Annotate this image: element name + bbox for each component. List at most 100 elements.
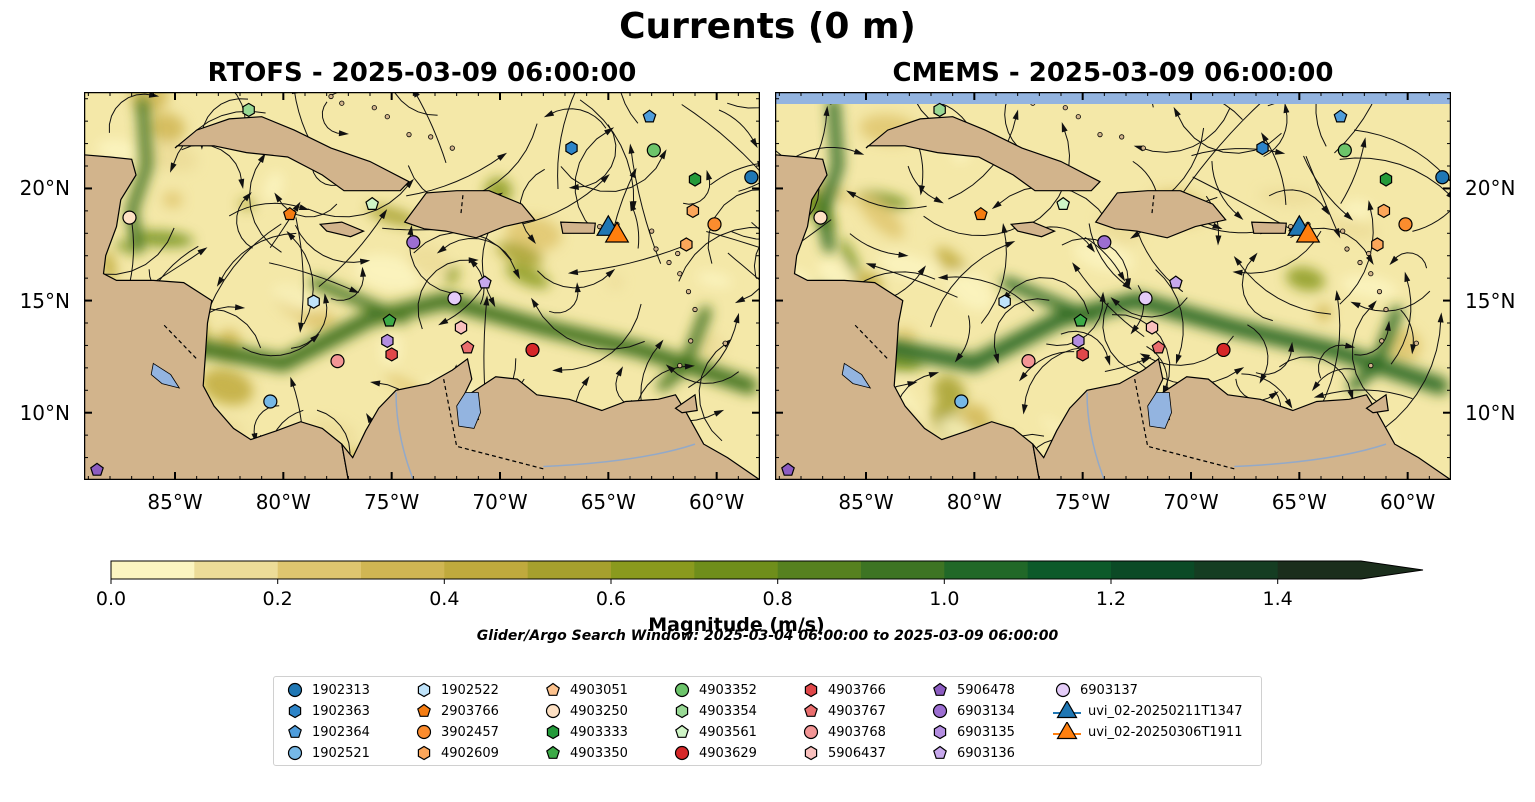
float-marker-4903333 — [1379, 172, 1393, 187]
colorbar-tick-label: 0.8 — [762, 588, 793, 610]
float-marker-6903135 — [381, 333, 394, 349]
legend-item: 4903767 — [800, 701, 886, 721]
legend-item: 3902457 — [413, 722, 499, 742]
legend-item: 4903350 — [542, 743, 628, 763]
colorbar-segment — [194, 561, 279, 579]
legend-label: 4903333 — [570, 724, 628, 740]
float-marker-4903561 — [1056, 196, 1071, 211]
float-marker-2903766 — [282, 206, 297, 221]
legend-item: 4903561 — [671, 722, 757, 742]
float-marker-4903250 — [813, 210, 828, 225]
legend-label: 6903135 — [957, 724, 1015, 740]
float-marker-1902521 — [263, 394, 278, 409]
lon-tick-label: 60°W — [689, 490, 745, 514]
lon-tick-label: 80°W — [946, 490, 1002, 514]
float-marker-4903766 — [1076, 347, 1089, 362]
legend-label: 4903767 — [828, 703, 886, 719]
colorbar-label: Magnitude (m/s) — [648, 614, 825, 636]
legend-label: 4903051 — [570, 682, 628, 698]
land-southAm — [1032, 357, 1451, 480]
legend-item: 4903250 — [542, 701, 628, 721]
legend-item: 6903136 — [929, 743, 1015, 763]
lon-tick-label: 60°W — [1380, 490, 1436, 514]
legend-label: 4903629 — [699, 745, 757, 761]
legend-item: 4903352 — [671, 680, 757, 700]
legend-label: 1902313 — [312, 682, 370, 698]
float-marker-icon — [674, 682, 690, 698]
legend-label: 4903561 — [699, 724, 757, 740]
lon-tick-label: 75°W — [364, 490, 420, 514]
float-marker-6903137 — [447, 291, 462, 306]
lon-tick-label: 70°W — [472, 490, 528, 514]
float-marker-4902609 — [680, 237, 693, 252]
legend-item: 1902363 — [284, 701, 370, 721]
legend-item: 4902609 — [413, 743, 499, 763]
legend-item: 6903134 — [929, 701, 1015, 721]
lon-tick-label: 85°W — [838, 490, 894, 514]
legend-label: uvi_02-20250211T1347 — [1088, 703, 1243, 719]
float-marker-icon — [288, 724, 302, 738]
colorbar-segment — [1277, 561, 1362, 579]
legend-label: 6903137 — [1080, 682, 1138, 698]
legend-item: uvi_02-20250211T1347 — [1052, 701, 1242, 721]
float-marker-1902522 — [998, 294, 1011, 309]
float-marker-4903767 — [460, 340, 475, 354]
colorbar — [110, 560, 1424, 584]
float-marker-1902522 — [307, 294, 320, 309]
float-marker-6903134 — [1097, 235, 1112, 250]
colorbar-segment — [861, 561, 945, 579]
lon-tick-label: 85°W — [147, 490, 203, 514]
float-marker-6903136 — [477, 275, 492, 289]
legend-item: 4903629 — [671, 743, 757, 763]
float-marker-5906478 — [781, 462, 795, 476]
legend-item: 5906437 — [800, 743, 886, 763]
legend-item: 4903768 — [800, 722, 886, 742]
cmems-map[interactable] — [775, 92, 1451, 480]
float-marker-icon — [933, 724, 947, 740]
float-marker-4903352 — [646, 143, 661, 158]
land-cuba — [174, 116, 410, 192]
legend-item: 6903137 — [1052, 680, 1138, 700]
colorbar-segment — [1194, 561, 1279, 579]
legend-label: 4903354 — [699, 703, 757, 719]
land-hispaniola — [1094, 190, 1227, 239]
colorbar-segment — [277, 561, 362, 579]
float-marker-4903333 — [688, 172, 702, 187]
lat-tick-label-left: 15°N — [19, 288, 70, 313]
rtofs-map[interactable] — [84, 92, 760, 480]
lon-tick-label: 65°W — [1271, 490, 1327, 514]
float-marker-icon — [545, 703, 561, 719]
colorbar-segment — [777, 561, 862, 579]
legend-label: 1902364 — [312, 724, 370, 740]
colorbar-segment — [694, 561, 779, 579]
lat-tick-label-left: 20°N — [19, 176, 70, 201]
land-puertorico — [1250, 221, 1287, 234]
float-marker-1902313 — [744, 170, 759, 185]
float-marker-4903354 — [933, 102, 946, 118]
float-marker-icon — [674, 745, 690, 761]
float-marker-4903561 — [365, 196, 380, 211]
float-marker-3902457 — [707, 217, 722, 232]
glider-marker — [1295, 221, 1321, 243]
legend-item: 4903333 — [542, 722, 628, 742]
legend-label: 1902521 — [312, 745, 370, 761]
float-marker-5906437 — [454, 320, 468, 335]
colorbar-tick-label: 0.0 — [95, 588, 127, 610]
land-puertorico — [559, 221, 596, 234]
float-marker-4903350 — [1073, 313, 1088, 327]
land-southAm — [341, 357, 760, 480]
float-marker-4902609 — [686, 203, 700, 219]
legend-label: 4903250 — [570, 703, 628, 719]
legend-label: 3902457 — [441, 724, 499, 740]
search-window-caption: Glider/Argo Search Window: 2025-03-04 06… — [476, 628, 1059, 644]
glider-marker — [604, 221, 630, 243]
lake-nicaragua — [150, 362, 181, 389]
legend-label: 6903134 — [957, 703, 1015, 719]
land-jamaica — [318, 221, 366, 238]
legend-label: 4903350 — [570, 745, 628, 761]
glider-track-icon — [1053, 722, 1081, 740]
float-marker-icon — [932, 703, 948, 719]
land-cuba — [865, 116, 1101, 192]
float-marker-icon — [417, 703, 431, 717]
float-marker-4903768 — [1021, 354, 1036, 369]
